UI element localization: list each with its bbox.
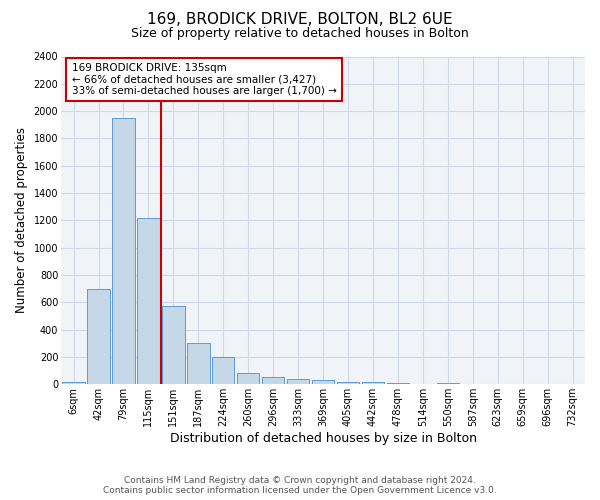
Bar (87, 288, 110, 384)
Text: Size of property relative to detached houses in Bolton: Size of property relative to detached ho… (131, 28, 469, 40)
X-axis label: Distribution of detached houses by size in Bolton: Distribution of detached houses by size … (170, 432, 476, 445)
Bar (437, 383, 459, 384)
Bar (187, 342, 209, 384)
Y-axis label: Number of detached properties: Number of detached properties (15, 128, 28, 314)
Text: 169, BRODICK DRIVE, BOLTON, BL2 6UE: 169, BRODICK DRIVE, BOLTON, BL2 6UE (147, 12, 453, 28)
Text: Contains HM Land Registry data © Crown copyright and database right 2024.
Contai: Contains HM Land Registry data © Crown c… (103, 476, 497, 495)
Bar (262, 377, 284, 384)
Text: 169 BRODICK DRIVE: 135sqm
← 66% of detached houses are smaller (3,427)
33% of se: 169 BRODICK DRIVE: 135sqm ← 66% of detac… (71, 63, 337, 96)
Bar (287, 379, 310, 384)
Bar (237, 374, 259, 384)
Bar (162, 306, 185, 384)
Bar (137, 218, 160, 384)
Bar (212, 357, 235, 384)
Bar (362, 382, 384, 384)
Bar (112, 118, 134, 384)
Bar (386, 383, 409, 384)
Bar (62, 382, 85, 384)
Bar (337, 382, 359, 384)
Bar (312, 380, 334, 384)
